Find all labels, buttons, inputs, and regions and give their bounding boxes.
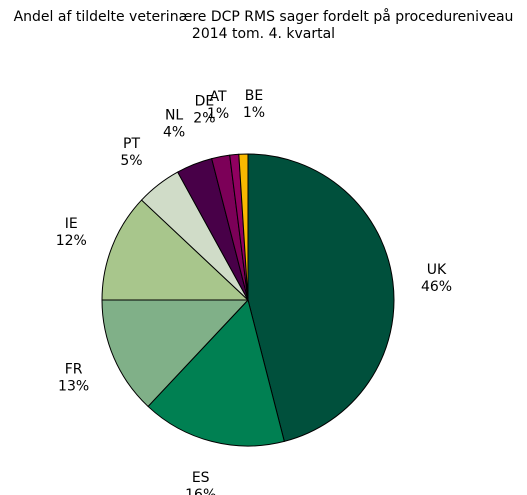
slice-percentage: 4% [163,124,185,140]
slice-name: PT [123,136,140,152]
pie-slice-fr [101,299,249,407]
slice-percentage: 16% [185,487,216,495]
chart-subtitle: 2014 tom. 4. kvartal [191,26,336,42]
slice-label-be: BE 1% [243,88,265,121]
slice-label-es: ES 16% [185,470,216,495]
slice-label-ie: IE 12% [56,216,87,249]
slice-name: DE [195,93,215,109]
slice-percentage: 2% [193,110,215,126]
slice-percentage: 13% [58,379,89,395]
slice-name: FR [65,362,83,378]
slice-percentage: 46% [421,279,452,295]
chart-title: Andel af tildelte veterinære DCP RMS sag… [13,9,514,25]
slice-percentage: 5% [120,153,142,169]
slice-label-fr: FR 13% [58,362,89,395]
pie-slice-es [147,299,285,447]
slice-percentage: 12% [56,233,87,249]
slice-label-uk: UK 46% [421,262,452,295]
slice-label-pt: PT 5% [120,136,142,169]
slice-percentage: 1% [207,106,229,122]
pie-labels: UK 46%ES 16%FR 13%IE 12%PT 5%NL 4%DE 2%AT 1%BE 1% [56,88,452,495]
slice-label-de: DE 2% [193,93,215,126]
pie-slice-uk [247,153,395,442]
slice-percentage: 1% [243,105,265,121]
slice-name: AT [210,89,227,105]
slice-name: IE [65,216,78,232]
slice-name: UK [427,262,447,278]
slice-name: NL [165,107,183,123]
slice-name: BE [245,88,263,104]
chart-title-block: Andel af tildelte veterinære DCP RMS sag… [0,9,527,43]
slice-name: ES [192,470,210,486]
pie-slice-be [238,153,249,301]
pie-slices [101,153,395,447]
slice-label-nl: NL 4% [163,107,185,140]
slice-label-at: AT 1% [207,89,229,122]
pie-slice-ie [101,199,249,301]
